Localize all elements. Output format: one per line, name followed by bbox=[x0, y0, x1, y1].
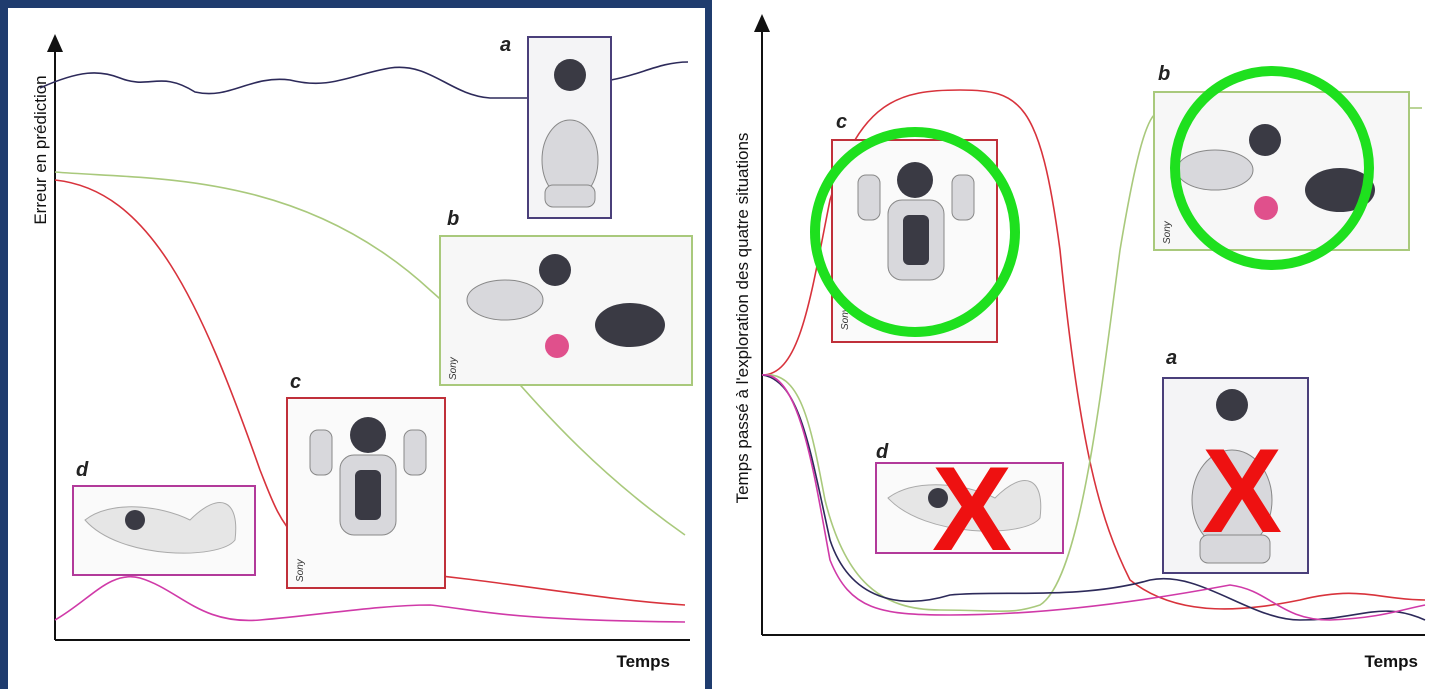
label-d: d bbox=[876, 441, 889, 463]
right-panel: Temps passé à l'exploration des quatre s… bbox=[712, 0, 1439, 689]
x-axis-title: Temps bbox=[1364, 652, 1418, 671]
label-c: c bbox=[836, 111, 847, 133]
label-c: c bbox=[290, 371, 301, 393]
page: {"left": {"y_label": "Erreur en prédicti… bbox=[0, 0, 1439, 689]
cross-mark: X bbox=[1202, 424, 1282, 558]
y-axis-title: Erreur en prédiction bbox=[31, 75, 50, 224]
cross-mark: X bbox=[932, 442, 1012, 576]
label-d: d bbox=[76, 459, 89, 481]
label-a: a bbox=[500, 34, 511, 56]
photo-credit: Sony bbox=[448, 356, 459, 380]
left-panel: Erreur en prédiction Temps Sony bbox=[8, 8, 705, 689]
photo-a bbox=[528, 37, 611, 218]
label-a: a bbox=[1166, 347, 1177, 369]
photo-c: Sony bbox=[287, 398, 445, 588]
photo-d bbox=[73, 486, 255, 575]
photo-credit: Sony bbox=[1162, 220, 1173, 244]
figure: Erreur en prédiction Temps Sony bbox=[0, 0, 1439, 689]
label-b: b bbox=[1158, 63, 1170, 85]
label-b: b bbox=[447, 208, 459, 230]
photo-credit: Sony bbox=[295, 558, 306, 582]
photo-b: Sony bbox=[440, 236, 692, 385]
x-axis-title: Temps bbox=[616, 652, 670, 671]
y-axis-title: Temps passé à l'exploration des quatre s… bbox=[733, 133, 752, 504]
